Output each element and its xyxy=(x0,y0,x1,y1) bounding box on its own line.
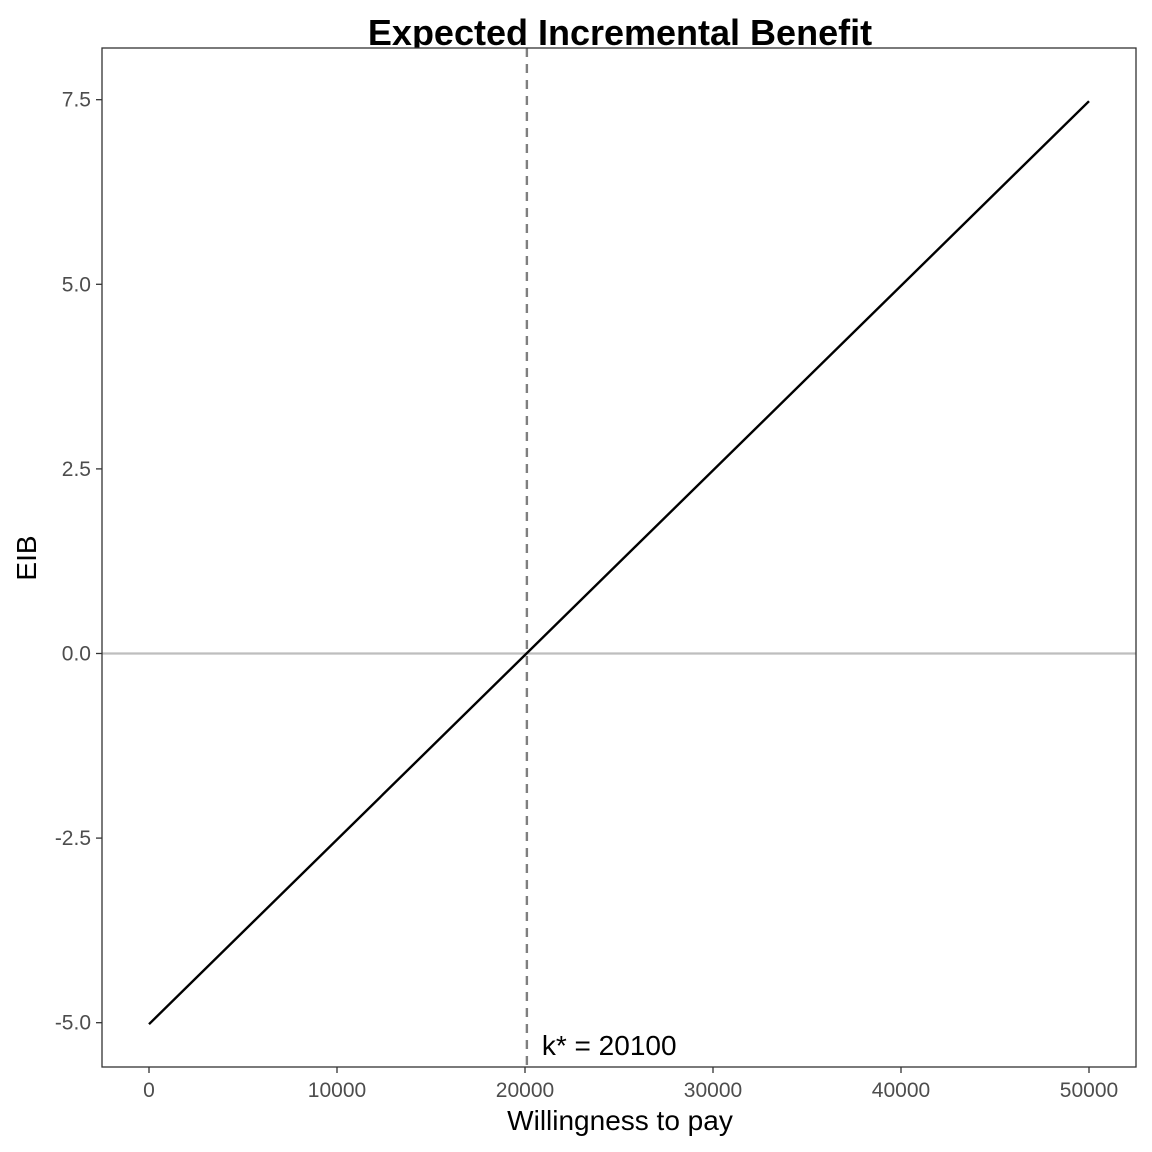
x-tick-label: 10000 xyxy=(308,1079,366,1102)
y-tick-label: 0.0 xyxy=(62,642,91,665)
reference-lines xyxy=(102,48,1136,1067)
k-star-annotation: k* = 20100 xyxy=(542,1030,677,1061)
plot-border xyxy=(101,47,1137,1068)
y-tick-label: -2.5 xyxy=(55,827,91,850)
x-tick-label: 0 xyxy=(143,1079,155,1102)
x-tick-label: 20000 xyxy=(496,1079,554,1102)
y-tick-label: -5.0 xyxy=(55,1012,91,1035)
x-axis-title: Willingness to pay xyxy=(507,1105,733,1136)
plot-background xyxy=(102,48,1136,1067)
y-tick-label: 5.0 xyxy=(62,273,91,296)
chart-title: Expected Incremental Benefit xyxy=(368,12,872,53)
y-axis: -5.0 -2.5 0.0 2.5 5.0 7.5 xyxy=(55,89,102,1035)
x-axis: 0 10000 20000 30000 40000 50000 xyxy=(143,1067,1118,1102)
plot-area xyxy=(101,47,1137,1068)
y-tick-label: 2.5 xyxy=(62,458,91,481)
y-axis-title: EIB xyxy=(11,535,42,580)
eib-series-line xyxy=(148,100,1090,1026)
x-tick-label: 30000 xyxy=(684,1079,742,1102)
x-tick-label: 40000 xyxy=(872,1079,930,1102)
series-group xyxy=(148,100,1090,1026)
x-tick-label: 50000 xyxy=(1060,1079,1118,1102)
y-tick-label: 7.5 xyxy=(62,89,91,112)
